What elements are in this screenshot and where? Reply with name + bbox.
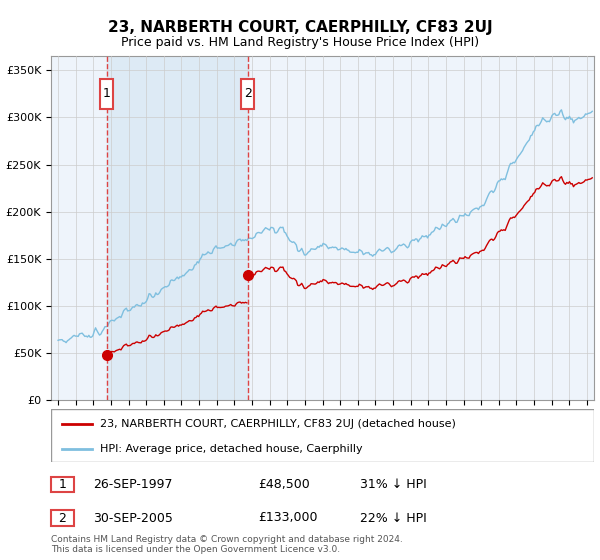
Text: 31% ↓ HPI: 31% ↓ HPI: [360, 478, 427, 491]
Bar: [107, 56, 248, 400]
Text: 2: 2: [244, 87, 251, 100]
Bar: [100, 78, 113, 109]
Text: 1: 1: [103, 87, 110, 100]
Text: 22% ↓ HPI: 22% ↓ HPI: [360, 511, 427, 525]
Text: Price paid vs. HM Land Registry's House Price Index (HPI): Price paid vs. HM Land Registry's House …: [121, 36, 479, 49]
Text: Contains HM Land Registry data © Crown copyright and database right 2024.
This d: Contains HM Land Registry data © Crown c…: [51, 535, 403, 554]
Text: 30-SEP-2005: 30-SEP-2005: [93, 511, 173, 525]
Text: 23, NARBERTH COURT, CAERPHILLY, CF83 2UJ: 23, NARBERTH COURT, CAERPHILLY, CF83 2UJ: [107, 20, 493, 35]
Text: £133,000: £133,000: [258, 511, 317, 525]
Text: 1: 1: [58, 478, 67, 491]
Text: HPI: Average price, detached house, Caerphilly: HPI: Average price, detached house, Caer…: [100, 444, 362, 454]
Text: 26-SEP-1997: 26-SEP-1997: [93, 478, 173, 491]
Text: 23, NARBERTH COURT, CAERPHILLY, CF83 2UJ (detached house): 23, NARBERTH COURT, CAERPHILLY, CF83 2UJ…: [100, 419, 456, 429]
Text: 2: 2: [58, 511, 67, 525]
Text: £48,500: £48,500: [258, 478, 310, 491]
Bar: [241, 78, 254, 109]
